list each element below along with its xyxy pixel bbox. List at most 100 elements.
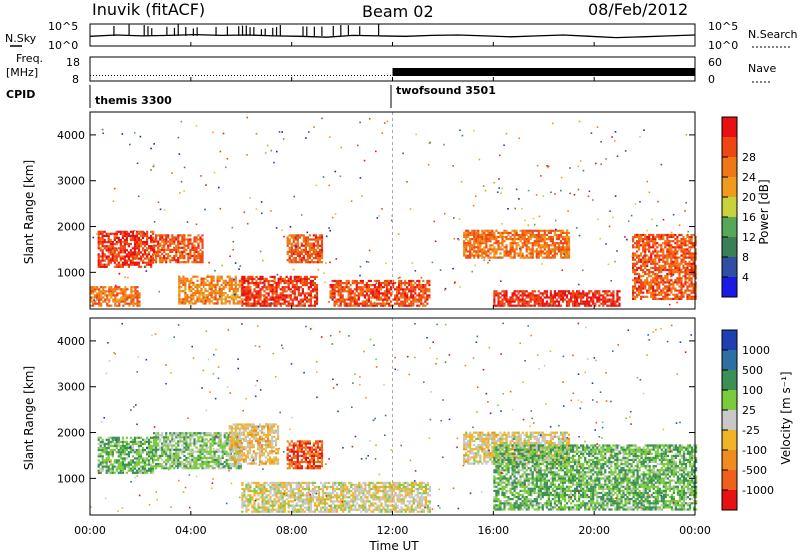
heatmap-cell xyxy=(563,292,567,295)
heatmap-cell xyxy=(255,284,258,287)
heatmap-cell xyxy=(666,281,669,284)
heatmap-cell xyxy=(197,440,200,443)
nave-band xyxy=(392,68,695,76)
heatmap-cell xyxy=(634,287,637,290)
y-tick-label: 2000 xyxy=(57,221,85,234)
heatmap-cell xyxy=(509,244,512,247)
heatmap-cell xyxy=(131,447,134,450)
heatmap-cell xyxy=(501,187,503,190)
heatmap-cell xyxy=(682,291,685,294)
heatmap-cell xyxy=(535,298,538,301)
heatmap-cell xyxy=(190,302,193,305)
heatmap-cell xyxy=(680,283,683,286)
heatmap-cell xyxy=(497,256,500,259)
heatmap-cell xyxy=(521,231,524,234)
heatmap-cell xyxy=(139,467,143,470)
heatmap-cell xyxy=(559,231,563,234)
heatmap-cell xyxy=(684,289,687,292)
heatmap-cell xyxy=(169,458,172,462)
heatmap-cell xyxy=(527,292,530,295)
heatmap-cell xyxy=(385,302,389,305)
freq-label: Freq. xyxy=(16,52,43,65)
heatmap-cell xyxy=(111,469,114,472)
heatmap-cell xyxy=(115,467,118,470)
noise-left-tick-bottom: 10^0 xyxy=(48,39,78,52)
heatmap-cell xyxy=(261,275,264,278)
heatmap-cell xyxy=(243,275,246,278)
heatmap-cell xyxy=(131,257,134,260)
heatmap-cell xyxy=(624,236,626,238)
heatmap-cell xyxy=(523,242,526,245)
heatmap-cell xyxy=(606,298,609,301)
heatmap-cell xyxy=(202,298,205,301)
heatmap-cell xyxy=(561,252,565,255)
heatmap-cell xyxy=(688,295,691,298)
heatmap-cell xyxy=(676,281,679,284)
heatmap-cell xyxy=(206,290,209,293)
heatmap-cell xyxy=(122,290,125,293)
heatmap-cell xyxy=(175,246,178,249)
heatmap-cell xyxy=(644,260,647,263)
heatmap-cell xyxy=(610,304,613,307)
heatmap-cell xyxy=(177,460,180,464)
heatmap-cell xyxy=(257,277,260,280)
heatmap-cell xyxy=(173,434,176,437)
heatmap-cell xyxy=(567,246,571,249)
heatmap-cell xyxy=(664,287,667,290)
heatmap-cell xyxy=(208,275,211,278)
heatmap-cell xyxy=(103,238,106,242)
heatmap-cell xyxy=(483,238,486,241)
heatmap-cell xyxy=(469,246,472,249)
heatmap-cell xyxy=(634,295,637,298)
heatmap-cell xyxy=(119,444,122,448)
heatmap-cell xyxy=(315,288,319,291)
heatmap-cell xyxy=(694,281,697,284)
heatmap-cell xyxy=(314,261,318,264)
heatmap-cell xyxy=(165,467,168,470)
heatmap-cell xyxy=(511,304,514,307)
heatmap-cell xyxy=(678,275,681,278)
heatmap-cell xyxy=(498,187,500,189)
heatmap-cell xyxy=(535,248,538,251)
heatmap-cell xyxy=(184,287,187,291)
heatmap-cell xyxy=(400,286,403,289)
heatmap-cell xyxy=(517,244,520,247)
heatmap-cell xyxy=(204,298,207,301)
heatmap-cell xyxy=(315,298,319,301)
heatmap-cell xyxy=(253,288,256,291)
heatmap-cell xyxy=(127,234,130,237)
heatmap-cell xyxy=(539,250,542,253)
heatmap-cell xyxy=(410,302,413,305)
heatmap-cell xyxy=(107,444,110,448)
heatmap-cell xyxy=(638,233,641,237)
heatmap-cell xyxy=(181,242,184,245)
heatmap-cell xyxy=(301,282,304,285)
heatmap-cell xyxy=(341,300,344,303)
heatmap-cell xyxy=(303,279,306,283)
heatmap-cell xyxy=(412,290,415,293)
heatmap-cell xyxy=(385,279,389,283)
heatmap-cell xyxy=(523,256,526,259)
heatmap-cell xyxy=(404,298,407,301)
heatmap-cell xyxy=(209,432,212,435)
heatmap-cell xyxy=(477,248,480,251)
heatmap-cell xyxy=(511,256,514,259)
heatmap-cell xyxy=(103,230,106,233)
heatmap-cell xyxy=(481,238,484,241)
heatmap-cell xyxy=(664,281,667,284)
heatmap-cell xyxy=(185,438,188,441)
heatmap-cell xyxy=(493,302,496,305)
heatmap-cell xyxy=(521,304,524,307)
heatmap-cell xyxy=(640,260,643,263)
heatmap-cell xyxy=(112,288,115,291)
heatmap-cell xyxy=(175,434,178,437)
heatmap-cell xyxy=(146,238,149,242)
heatmap-cell xyxy=(308,254,311,258)
heatmap-cell xyxy=(573,193,576,196)
heatmap-cell xyxy=(322,176,325,178)
heatmap-cell xyxy=(175,432,178,435)
heatmap-cell xyxy=(368,118,371,120)
heatmap-cell xyxy=(105,265,108,268)
heatmap-cell xyxy=(206,296,209,299)
heatmap-cell xyxy=(656,289,659,292)
